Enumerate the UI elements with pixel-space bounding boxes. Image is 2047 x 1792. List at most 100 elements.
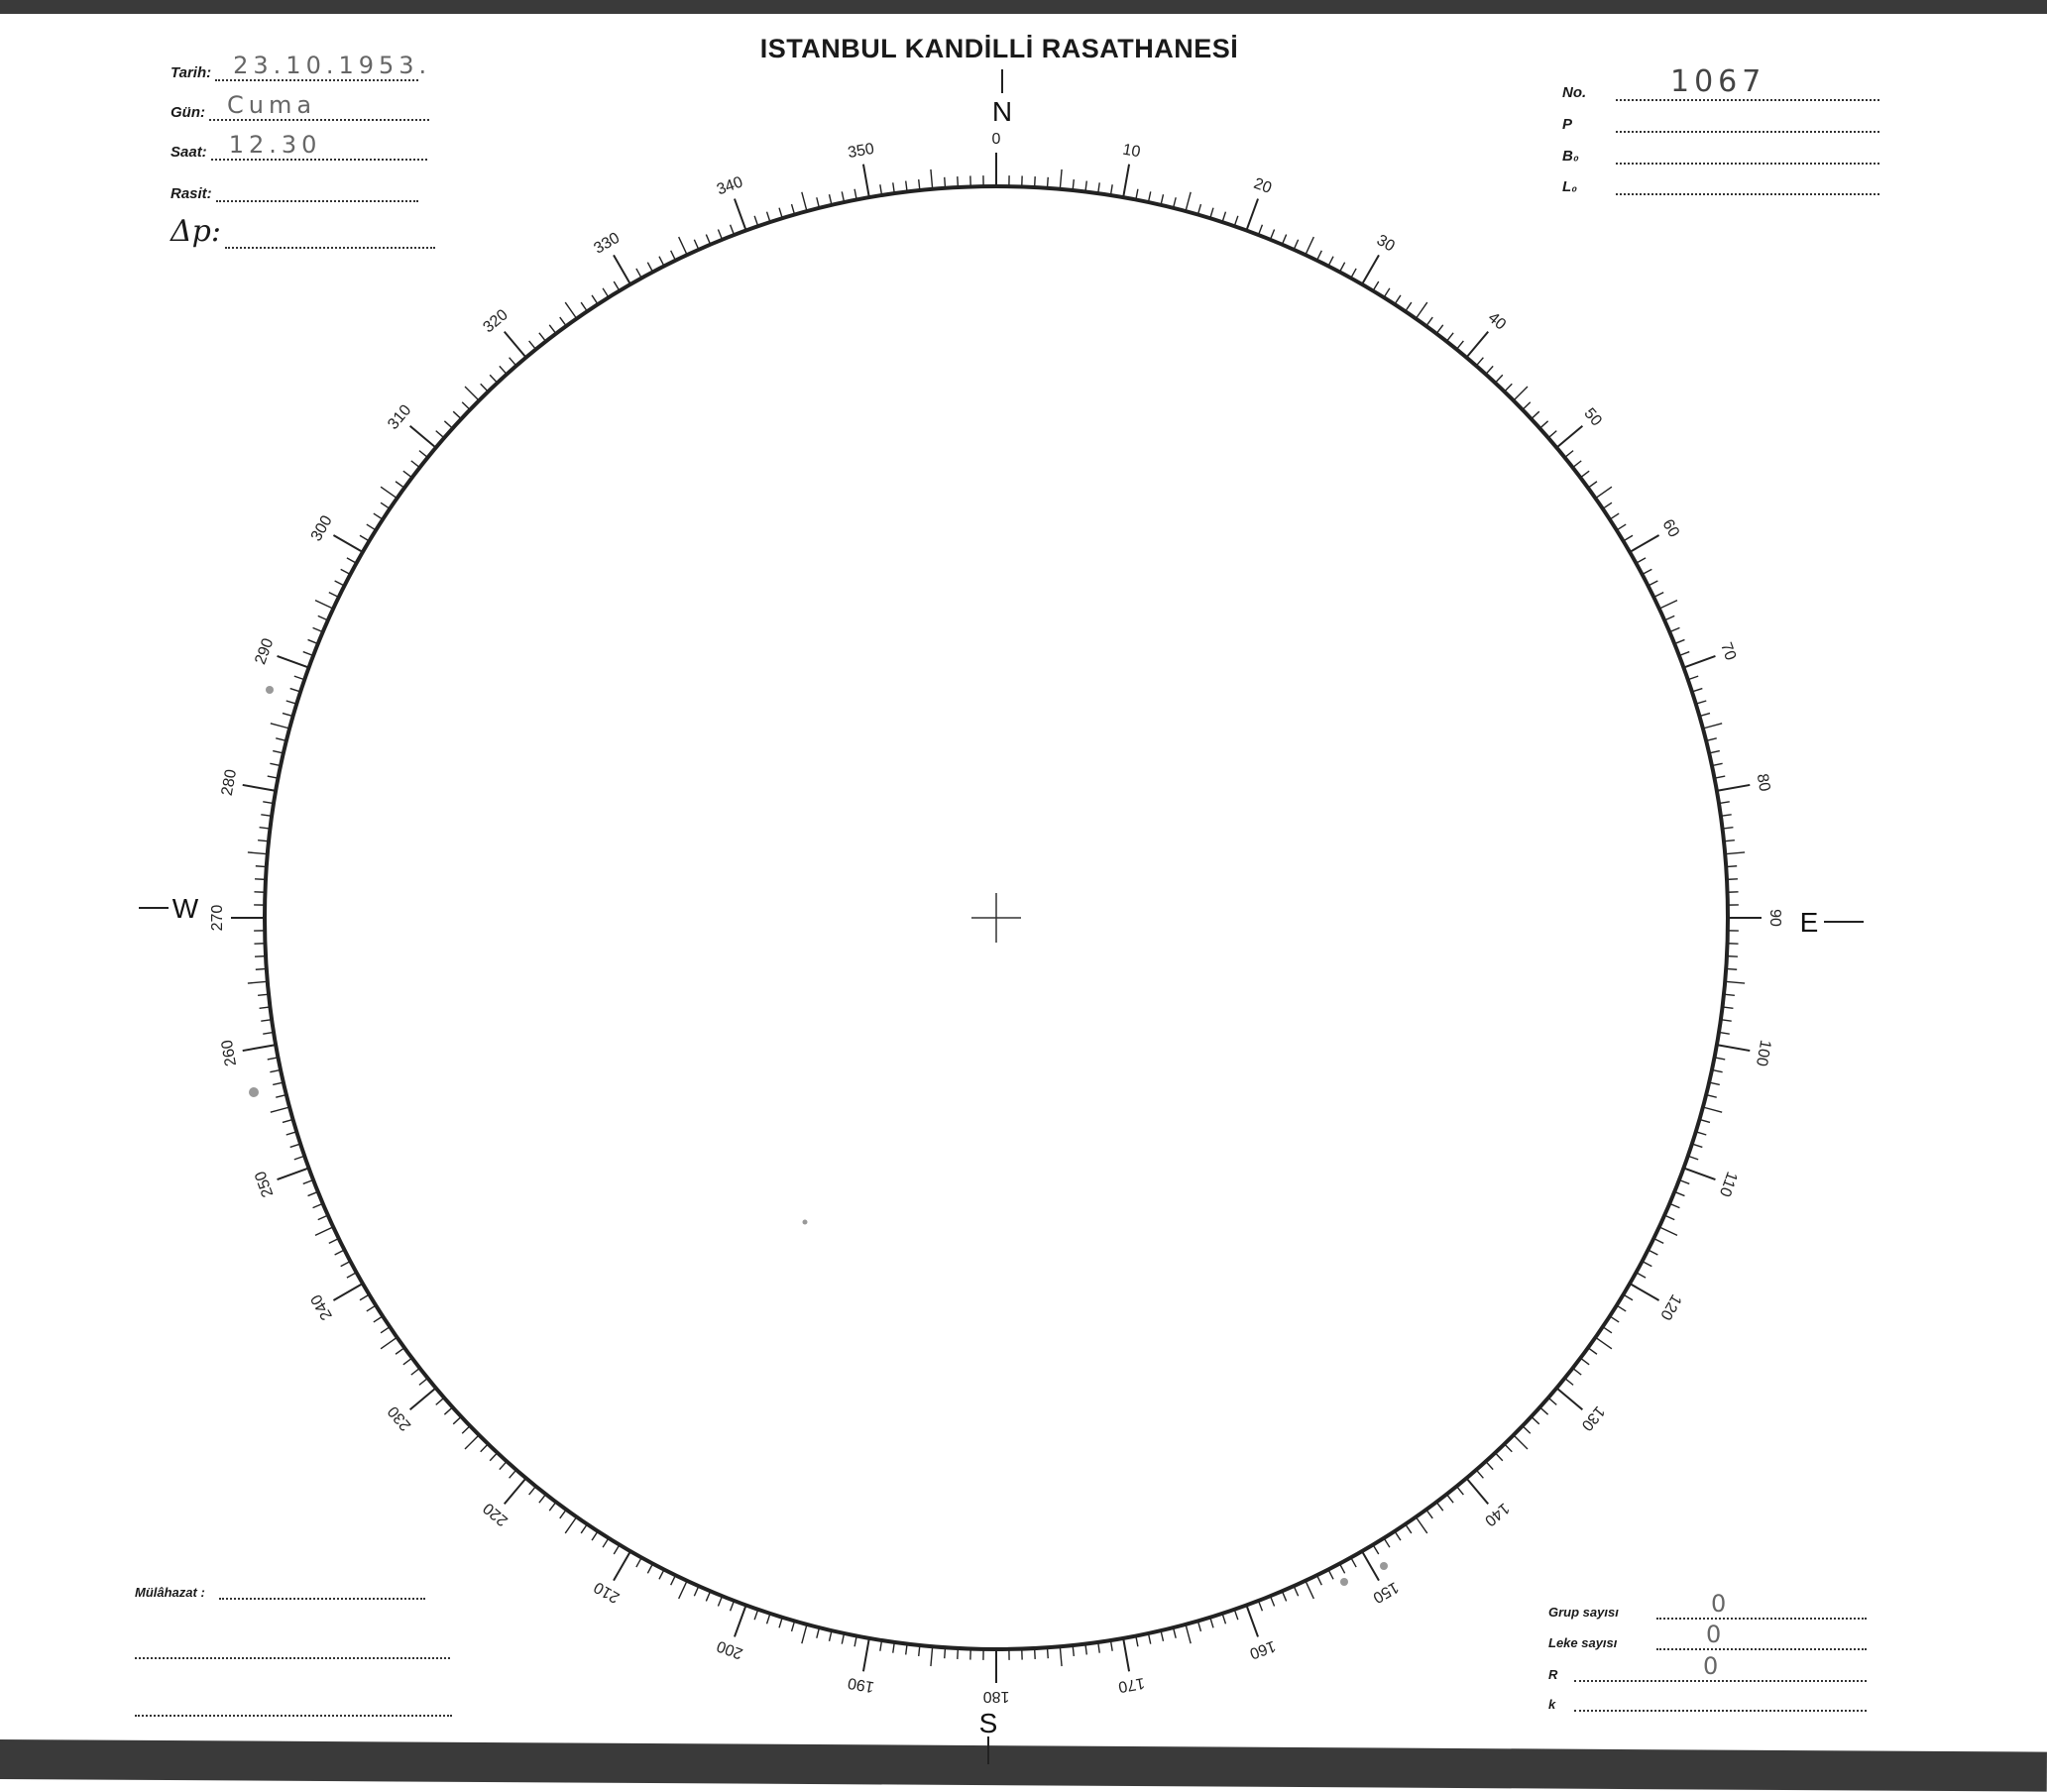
degree-tick (1495, 1453, 1503, 1461)
degree-tick (931, 169, 933, 189)
degree-tick (718, 230, 722, 240)
degree-tick (1476, 1470, 1483, 1478)
degree-tick (465, 387, 479, 400)
degree-tick (462, 1426, 470, 1434)
degree-tick (1446, 1495, 1453, 1504)
degree-tick (318, 1215, 328, 1219)
degree-tick (505, 332, 526, 358)
degree-tick (679, 1581, 687, 1599)
degree-tick (1495, 375, 1503, 383)
degree-label: 230 (385, 1402, 414, 1433)
degree-label: 270 (209, 905, 226, 932)
degree-tick (347, 1273, 357, 1278)
degree-tick (1362, 255, 1379, 283)
degree-tick (1610, 1316, 1619, 1322)
degree-tick (863, 165, 869, 197)
degree-tick (731, 1601, 735, 1611)
degree-label: 180 (983, 1688, 1010, 1705)
degree-label: 120 (1656, 1291, 1684, 1323)
degree-tick (303, 1179, 313, 1183)
degree-label: 340 (715, 173, 745, 198)
degree-tick (1683, 1168, 1715, 1179)
degree-label: 40 (1485, 309, 1510, 334)
degree-tick (410, 1388, 436, 1409)
degree-label: 220 (480, 1500, 511, 1529)
degree-tick (1436, 1502, 1443, 1511)
degree-tick (1523, 1426, 1531, 1434)
degree-tick (1565, 1378, 1574, 1385)
north-label: N (992, 96, 1012, 127)
degree-tick (1258, 1601, 1262, 1611)
degree-tick (1659, 1227, 1677, 1235)
degree-tick (255, 879, 266, 880)
degree-label: 30 (1374, 232, 1398, 256)
degree-tick (679, 237, 687, 255)
degree-tick (436, 1398, 444, 1404)
degree-tick (243, 1045, 276, 1051)
degree-tick (1643, 569, 1652, 574)
degree-tick (958, 1648, 959, 1659)
degree-tick (706, 1591, 710, 1601)
degree-tick (1035, 176, 1036, 187)
degree-tick (529, 341, 536, 350)
degree-tick (1123, 165, 1129, 197)
degree-tick (403, 1358, 412, 1365)
degree-tick (1603, 503, 1612, 508)
degree-tick (465, 1435, 479, 1449)
degree-tick (308, 639, 318, 643)
degree-tick (1679, 652, 1689, 656)
degree-tick (1679, 1179, 1689, 1183)
degree-tick (481, 1444, 489, 1452)
degree-tick (560, 1510, 566, 1518)
scan-specks (249, 686, 1388, 1586)
degree-label: 100 (1753, 1039, 1773, 1067)
degree-tick (396, 1348, 404, 1354)
degree-tick (1727, 956, 1738, 957)
degree-tick (403, 471, 412, 478)
degree-tick (1580, 1358, 1589, 1365)
degree-label: 110 (1716, 1170, 1741, 1199)
degree-tick (1047, 177, 1048, 188)
degree-tick (360, 535, 369, 541)
degree-tick (341, 1261, 351, 1266)
degree-tick (1035, 1648, 1036, 1659)
degree-tick (1565, 451, 1574, 458)
degree-label: 0 (992, 131, 1001, 148)
degree-tick (1270, 230, 1274, 240)
degree-tick (1060, 1646, 1062, 1666)
degree-label: 210 (591, 1578, 623, 1606)
degree-label: 260 (219, 1039, 240, 1067)
degree-tick (315, 1227, 333, 1235)
degree-tick (539, 1495, 546, 1504)
degree-tick (1588, 482, 1597, 488)
degree-tick (1514, 387, 1528, 400)
degree-tick (381, 503, 390, 508)
degree-tick (671, 251, 676, 261)
degree-tick (1395, 1531, 1401, 1540)
degree-label: 330 (591, 230, 623, 258)
degree-tick (1649, 1250, 1658, 1255)
degree-tick (381, 1327, 390, 1333)
degree-tick (255, 956, 266, 957)
degree-tick (1692, 1144, 1702, 1147)
degree-tick (1674, 639, 1684, 643)
degree-tick (1395, 295, 1401, 304)
degree-label: 300 (308, 512, 336, 544)
degree-tick (754, 216, 758, 226)
degree-tick (1643, 1261, 1652, 1266)
degree-label: 10 (1121, 142, 1142, 162)
degree-tick (1703, 724, 1722, 728)
degree-label: 320 (480, 306, 511, 336)
degree-tick (1610, 513, 1619, 519)
degree-tick (1725, 981, 1745, 983)
degree-label: 250 (252, 1169, 277, 1199)
degree-tick (945, 1647, 946, 1658)
degree-tick (243, 785, 276, 791)
degree-tick (659, 1570, 664, 1580)
degree-tick (560, 317, 566, 326)
degree-tick (1234, 1610, 1238, 1620)
degree-tick (659, 257, 664, 267)
degree-tick (341, 569, 351, 574)
degree-tick (1505, 1444, 1513, 1452)
